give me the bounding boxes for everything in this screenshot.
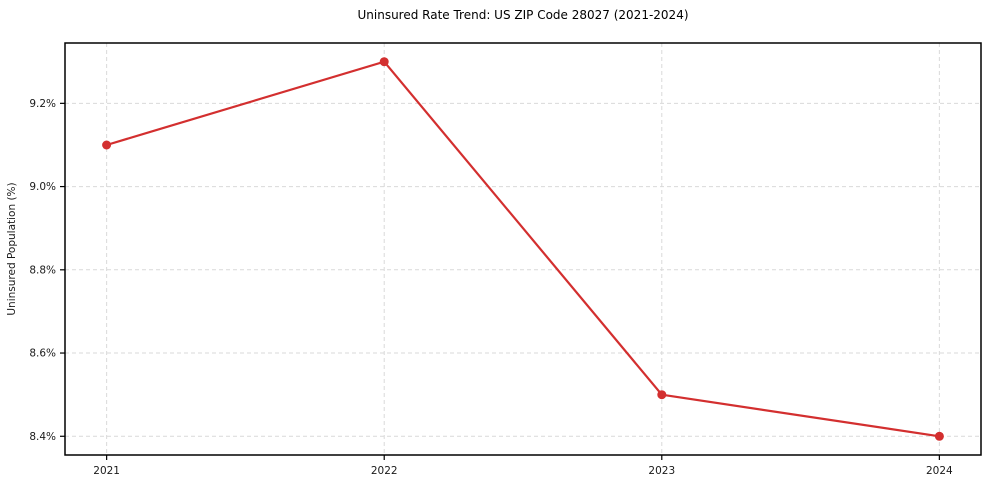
- data-point-2024: [934, 431, 944, 441]
- data-point-2023: [657, 390, 667, 400]
- y-tick-label: 8.8%: [29, 264, 56, 276]
- trend-line: [105, 60, 941, 438]
- y-tick-label: 8.4%: [29, 431, 56, 443]
- x-tick-label: 2024: [926, 465, 953, 477]
- y-tick-label: 9.2%: [29, 98, 56, 110]
- y-tick-label: 8.6%: [29, 348, 56, 360]
- plot-border: [64, 42, 982, 456]
- data-point-2021: [102, 140, 112, 150]
- x-tick-label: 2023: [648, 465, 675, 477]
- x-tick-label: 2022: [371, 465, 398, 477]
- x-tick-label: 2021: [93, 465, 120, 477]
- y-tick-label: 9.0%: [29, 181, 56, 193]
- chart-title: Uninsured Rate Trend: US ZIP Code 28027 …: [357, 8, 689, 22]
- data-point-2022: [379, 57, 389, 67]
